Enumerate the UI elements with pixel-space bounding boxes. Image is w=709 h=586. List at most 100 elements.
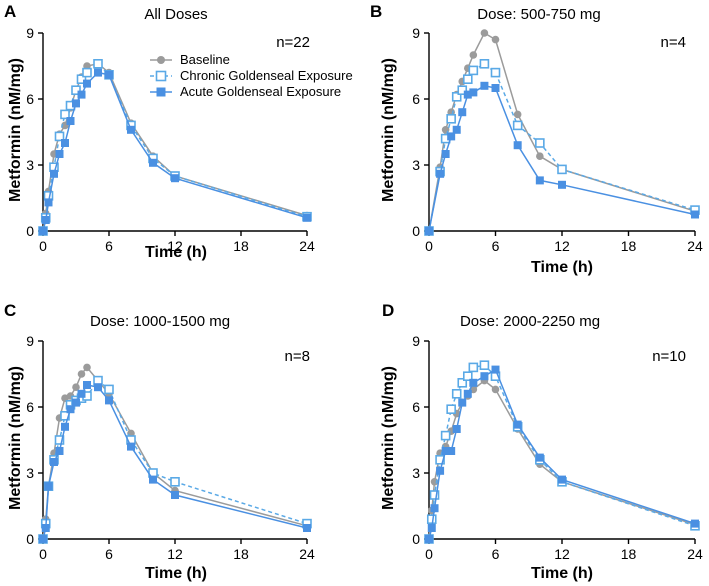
x-tick-label: 6	[492, 546, 500, 562]
data-point	[61, 422, 69, 431]
series-line-baseline	[428, 31, 696, 232]
data-point	[491, 84, 500, 92]
x-tick-label: 6	[105, 238, 113, 254]
data-point	[50, 458, 58, 466]
data-point	[427, 524, 436, 532]
x-tick-label: 18	[233, 238, 249, 254]
x-tick-label: 12	[167, 546, 183, 562]
data-point	[468, 362, 479, 373]
data-point	[536, 152, 544, 160]
data-point	[446, 114, 456, 124]
data-point	[54, 435, 65, 445]
data-point	[479, 360, 490, 371]
legend-baseline-label: Baseline	[180, 52, 230, 67]
data-point	[171, 491, 179, 499]
series-layer	[38, 58, 312, 236]
data-point	[451, 92, 462, 102]
data-point	[83, 363, 91, 372]
data-point	[430, 504, 439, 513]
data-point	[94, 383, 102, 392]
panel-c: C Dose: 1000-1500 mg n=8 Time (h) Metfor…	[4, 301, 315, 582]
x-tick-label: 0	[425, 546, 433, 562]
panel-title: Dose: 500-750 mg	[477, 6, 600, 23]
data-point	[94, 68, 102, 77]
series-line-acute	[42, 71, 308, 232]
panel-letter: D	[382, 301, 394, 320]
legend: Baseline Chronic Goldenseal Exposure Acu…	[150, 52, 353, 99]
x-tick-label: 0	[425, 238, 433, 254]
y-tick-label: 6	[412, 399, 420, 415]
data-point	[469, 51, 478, 59]
series-layer	[38, 363, 312, 544]
y-tick-label: 6	[26, 91, 34, 107]
panel-letter: A	[4, 2, 16, 21]
legend-chronic-marker	[155, 70, 167, 82]
data-point	[452, 425, 461, 433]
x-tick-label: 18	[621, 546, 637, 562]
x-axis-title: Time (h)	[145, 565, 207, 582]
panel-letter: C	[4, 301, 16, 320]
data-point	[77, 90, 86, 99]
data-point	[691, 519, 699, 528]
data-point	[60, 109, 70, 120]
data-point	[446, 404, 456, 415]
data-point	[463, 389, 472, 398]
data-point	[72, 398, 80, 407]
x-tick-label: 0	[39, 238, 47, 254]
y-axis-title: Metformin (nM/mg)	[380, 58, 397, 202]
data-point	[127, 125, 135, 134]
x-tick-label: 24	[299, 546, 315, 562]
legend-chronic-label: Chronic Goldenseal Exposure	[180, 68, 353, 83]
data-point	[82, 67, 92, 78]
data-point	[429, 490, 440, 500]
data-point	[83, 79, 91, 88]
data-point	[458, 108, 467, 117]
axes: 0 3 6 9 0 6 12 18 24	[412, 25, 703, 254]
data-point	[44, 198, 53, 207]
x-tick-label: 6	[105, 546, 113, 562]
legend-baseline-marker	[157, 56, 165, 64]
data-point	[480, 29, 489, 37]
data-point	[93, 58, 103, 69]
data-point	[452, 125, 461, 134]
series-acute	[39, 68, 311, 235]
data-point	[77, 389, 86, 398]
panel-b: B Dose: 500-750 mg n=4 Time (h) Metformi…	[370, 2, 703, 276]
data-point	[462, 74, 473, 84]
data-point	[535, 138, 545, 148]
series-layer	[424, 360, 700, 544]
x-axis-title: Time (h)	[531, 259, 593, 276]
data-point	[436, 466, 445, 475]
n-label: n=10	[652, 348, 686, 365]
data-point	[468, 65, 479, 76]
data-point	[512, 120, 523, 131]
data-point	[480, 81, 489, 90]
data-point	[513, 110, 522, 119]
data-point	[39, 227, 47, 235]
x-tick-label: 24	[299, 238, 315, 254]
x-tick-label: 24	[687, 238, 703, 254]
y-tick-label: 9	[412, 25, 420, 41]
x-axis-title: Time (h)	[531, 565, 593, 582]
series-line-acute	[42, 384, 308, 540]
y-tick-label: 3	[412, 157, 420, 173]
data-point	[469, 88, 478, 97]
series-line-baseline	[42, 366, 308, 540]
x-axis-title: Time (h)	[145, 244, 207, 261]
y-tick-label: 0	[26, 531, 34, 547]
data-point	[457, 377, 468, 388]
data-point	[44, 482, 53, 491]
x-tick-label: 0	[39, 546, 47, 562]
x-tick-label: 12	[554, 546, 570, 562]
data-point	[66, 405, 75, 414]
data-point	[41, 216, 50, 224]
data-point	[50, 169, 58, 178]
data-point	[303, 524, 311, 532]
y-tick-label: 9	[26, 333, 34, 349]
series-chronic	[424, 58, 700, 236]
y-tick-label: 9	[26, 25, 34, 41]
series-acute	[425, 81, 699, 235]
data-point	[55, 447, 64, 455]
data-point	[426, 514, 437, 525]
series-line-acute	[428, 85, 696, 232]
